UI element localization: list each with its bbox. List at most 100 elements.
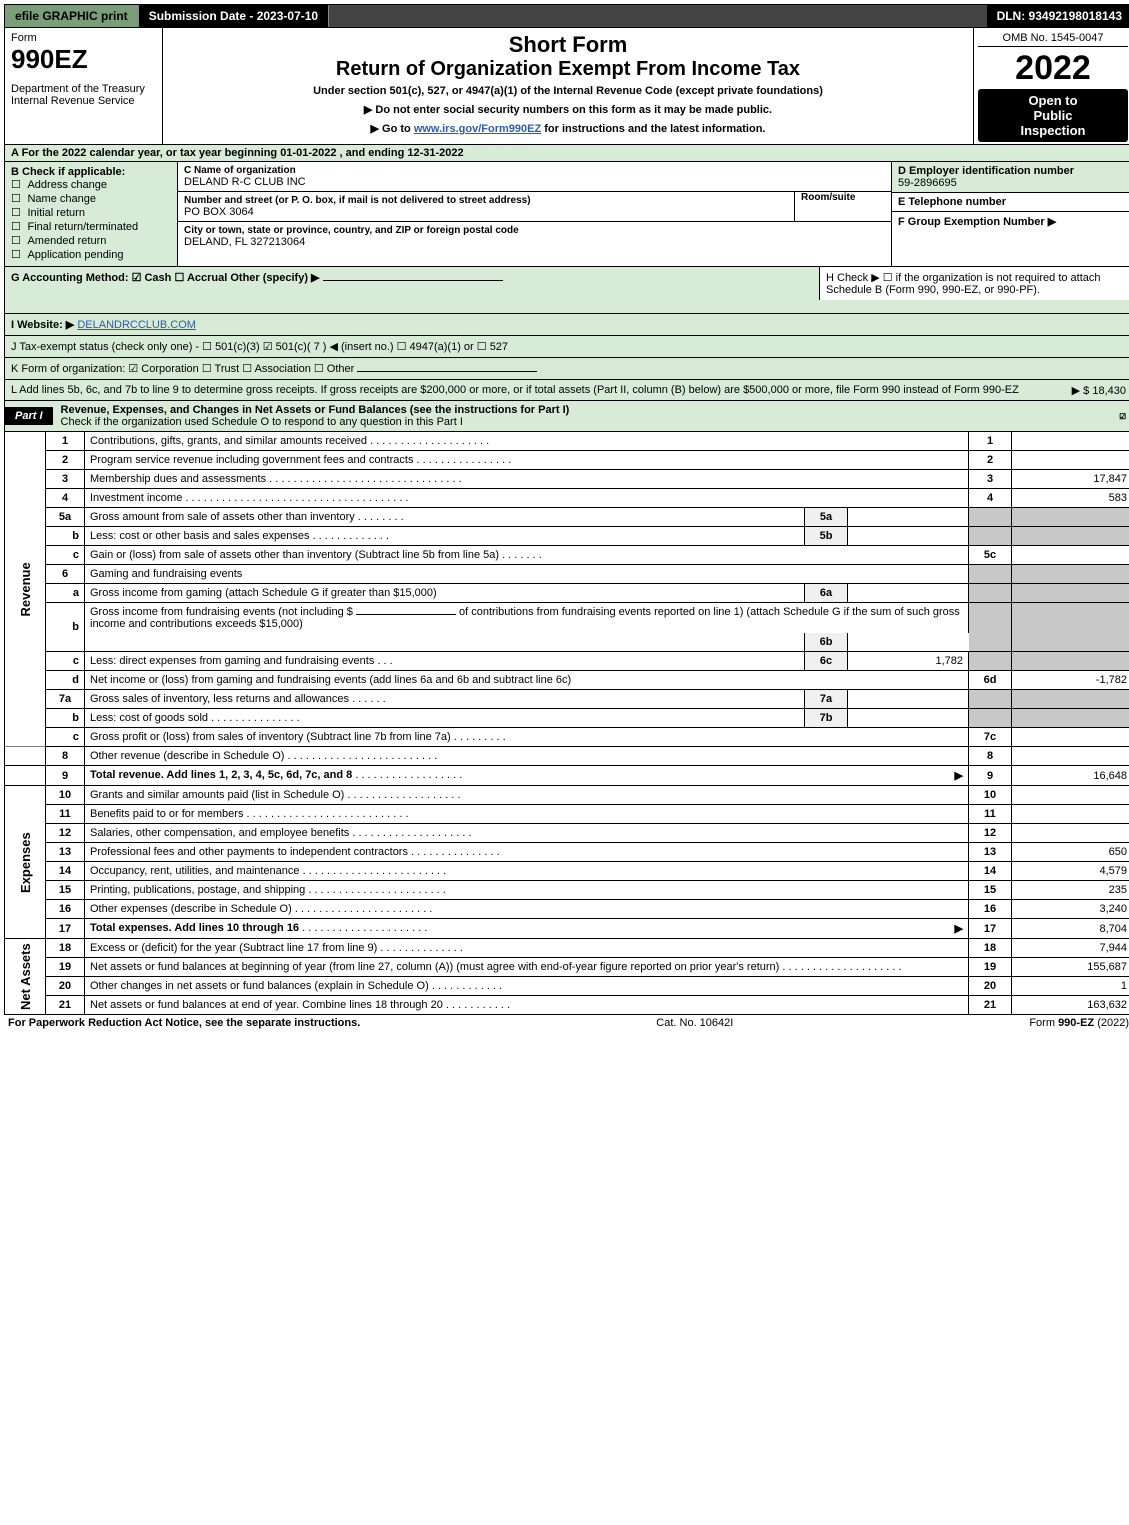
line-3-desc: Membership dues and assessments . . . . … bbox=[85, 470, 969, 489]
line-2-amount bbox=[1012, 451, 1129, 470]
line-12-desc: Salaries, other compensation, and employ… bbox=[85, 824, 969, 843]
line-14-num: 14 bbox=[46, 862, 85, 881]
line-18-amount: 7,944 bbox=[1012, 939, 1129, 958]
line-18-num: 18 bbox=[46, 939, 85, 958]
line-20-num: 20 bbox=[46, 977, 85, 996]
line-13-num: 13 bbox=[46, 843, 85, 862]
line-13-amount: 650 bbox=[1012, 843, 1129, 862]
omb-number: OMB No. 1545-0047 bbox=[978, 30, 1128, 47]
top-bar: efile GRAPHIC print Submission Date - 20… bbox=[4, 4, 1129, 28]
chk-amended-return[interactable]: ☐ Amended return bbox=[11, 234, 171, 248]
efile-print-button[interactable]: efile GRAPHIC print bbox=[5, 5, 139, 27]
footer-right: Form 990-EZ (2022) bbox=[1029, 1017, 1129, 1029]
row-k-form-of-org: K Form of organization: ☑ Corporation ☐ … bbox=[4, 358, 1129, 380]
line-6b-contrib-input[interactable] bbox=[356, 614, 456, 615]
line-11-num: 11 bbox=[46, 805, 85, 824]
line-14-desc: Occupancy, rent, utilities, and maintena… bbox=[85, 862, 969, 881]
org-street: PO BOX 3064 bbox=[184, 206, 794, 218]
chk-application-pending[interactable]: ☐ Application pending bbox=[11, 248, 171, 262]
box-b: B Check if applicable: ☐ Address change … bbox=[5, 162, 178, 266]
accounting-other-input[interactable] bbox=[323, 280, 503, 281]
line-11-desc: Benefits paid to or for members . . . . … bbox=[85, 805, 969, 824]
line-4-amount: 583 bbox=[1012, 489, 1129, 508]
line-6c-num: c bbox=[46, 652, 85, 671]
line-17-amount: 8,704 bbox=[1012, 919, 1129, 939]
line-8-amount bbox=[1012, 747, 1129, 766]
goto-note: ▶ Go to www.irs.gov/Form990EZ for instru… bbox=[169, 122, 967, 135]
submission-date: Submission Date - 2023-07-10 bbox=[139, 5, 329, 27]
line-17-num: 17 bbox=[46, 919, 85, 939]
line-6b-value bbox=[848, 633, 969, 652]
line-3-amount: 17,847 bbox=[1012, 470, 1129, 489]
box-de: D Employer identification number 59-2896… bbox=[892, 162, 1129, 266]
line-8-desc: Other revenue (describe in Schedule O) .… bbox=[85, 747, 969, 766]
dept-line-2: Internal Revenue Service bbox=[11, 95, 156, 107]
header-center: Short Form Return of Organization Exempt… bbox=[163, 28, 973, 144]
line-15-amount: 235 bbox=[1012, 881, 1129, 900]
ssn-warning: ▶ Do not enter social security numbers o… bbox=[169, 103, 967, 116]
irs-link[interactable]: www.irs.gov/Form990EZ bbox=[414, 123, 541, 135]
other-org-input[interactable] bbox=[357, 371, 537, 372]
room-suite-label: Room/suite bbox=[801, 192, 891, 203]
short-form-heading: Short Form bbox=[169, 32, 967, 58]
footer-left: For Paperwork Reduction Act Notice, see … bbox=[8, 1017, 360, 1029]
line-19-num: 19 bbox=[46, 958, 85, 977]
line-1-amount bbox=[1012, 432, 1129, 451]
row-j-tax-exempt: J Tax-exempt status (check only one) - ☐… bbox=[4, 336, 1129, 358]
line-2-desc: Program service revenue including govern… bbox=[85, 451, 969, 470]
tax-year: 2022 bbox=[978, 47, 1128, 89]
revenue-section-label: Revenue bbox=[5, 432, 46, 747]
box-h-schedule-b: H Check ▶ ☐ if the organization is not r… bbox=[819, 267, 1129, 300]
org-name: DELAND R-C CLUB INC bbox=[184, 176, 885, 188]
line-6c-value: 1,782 bbox=[848, 652, 969, 671]
line-13-desc: Professional fees and other payments to … bbox=[85, 843, 969, 862]
chk-final-return[interactable]: ☐ Final return/terminated bbox=[11, 220, 171, 234]
dln-label: DLN: 93492198018143 bbox=[987, 5, 1129, 27]
gross-receipts-value: 18,430 bbox=[1092, 385, 1126, 397]
org-name-row: C Name of organization DELAND R-C CLUB I… bbox=[178, 162, 891, 192]
section-bcde: B Check if applicable: ☐ Address change … bbox=[4, 162, 1129, 267]
line-5c-desc: Gain or (loss) from sale of assets other… bbox=[85, 546, 969, 565]
part-1-schedule-o-check[interactable]: ☑ bbox=[1119, 409, 1129, 423]
website-link[interactable]: DELANDRCCLUB.COM bbox=[77, 319, 196, 331]
line-6d-desc: Net income or (loss) from gaming and fun… bbox=[85, 671, 969, 690]
line-9-num: 9 bbox=[46, 766, 85, 786]
part-1-tag: Part I bbox=[5, 407, 53, 425]
line-6a-value bbox=[848, 584, 969, 603]
dept-line-1: Department of the Treasury bbox=[11, 83, 156, 95]
footer-center: Cat. No. 10642I bbox=[656, 1017, 733, 1029]
org-city-row: City or town, state or province, country… bbox=[178, 222, 891, 251]
line-19-desc: Net assets or fund balances at beginning… bbox=[85, 958, 969, 977]
line-5a-desc: Gross amount from sale of assets other t… bbox=[85, 508, 805, 527]
chk-address-change[interactable]: ☐ Address change bbox=[11, 178, 171, 192]
line-7a-desc: Gross sales of inventory, less returns a… bbox=[85, 690, 805, 709]
ein-row: D Employer identification number 59-2896… bbox=[892, 162, 1129, 193]
page-footer: For Paperwork Reduction Act Notice, see … bbox=[4, 1015, 1129, 1031]
chk-name-change[interactable]: ☐ Name change bbox=[11, 192, 171, 206]
line-5c-amount bbox=[1012, 546, 1129, 565]
line-20-amount: 1 bbox=[1012, 977, 1129, 996]
line-16-desc: Other expenses (describe in Schedule O) … bbox=[85, 900, 969, 919]
line-6-desc: Gaming and fundraising events bbox=[85, 565, 969, 584]
line-15-num: 15 bbox=[46, 881, 85, 900]
line-10-amount bbox=[1012, 786, 1129, 805]
form-title: Return of Organization Exempt From Incom… bbox=[169, 58, 967, 81]
line-3-num: 3 bbox=[46, 470, 85, 489]
chk-initial-return[interactable]: ☐ Initial return bbox=[11, 206, 171, 220]
group-exemption-row: F Group Exemption Number ▶ bbox=[892, 212, 1129, 231]
topbar-spacer bbox=[329, 5, 986, 27]
part-1-title: Revenue, Expenses, and Changes in Net As… bbox=[53, 401, 1120, 431]
org-street-row: Number and street (or P. O. box, if mail… bbox=[178, 192, 891, 222]
ein-value: 59-2896695 bbox=[898, 177, 1126, 189]
open-to-public-inspection: Open to Public Inspection bbox=[978, 89, 1128, 142]
line-6b-desc: Gross income from fundraising events (no… bbox=[85, 603, 969, 634]
row-g-accounting: H Check ▶ ☐ if the organization is not r… bbox=[4, 267, 1129, 314]
part-1-lines-table: Revenue 1 Contributions, gifts, grants, … bbox=[4, 432, 1129, 1015]
form-subtitle: Under section 501(c), 527, or 4947(a)(1)… bbox=[169, 85, 967, 97]
net-assets-section-label: Net Assets bbox=[5, 939, 46, 1015]
box-c: C Name of organization DELAND R-C CLUB I… bbox=[178, 162, 892, 266]
line-7b-desc: Less: cost of goods sold . . . . . . . .… bbox=[85, 709, 805, 728]
line-15-desc: Printing, publications, postage, and shi… bbox=[85, 881, 969, 900]
line-19-amount: 155,687 bbox=[1012, 958, 1129, 977]
org-city: DELAND, FL 327213064 bbox=[184, 236, 885, 248]
